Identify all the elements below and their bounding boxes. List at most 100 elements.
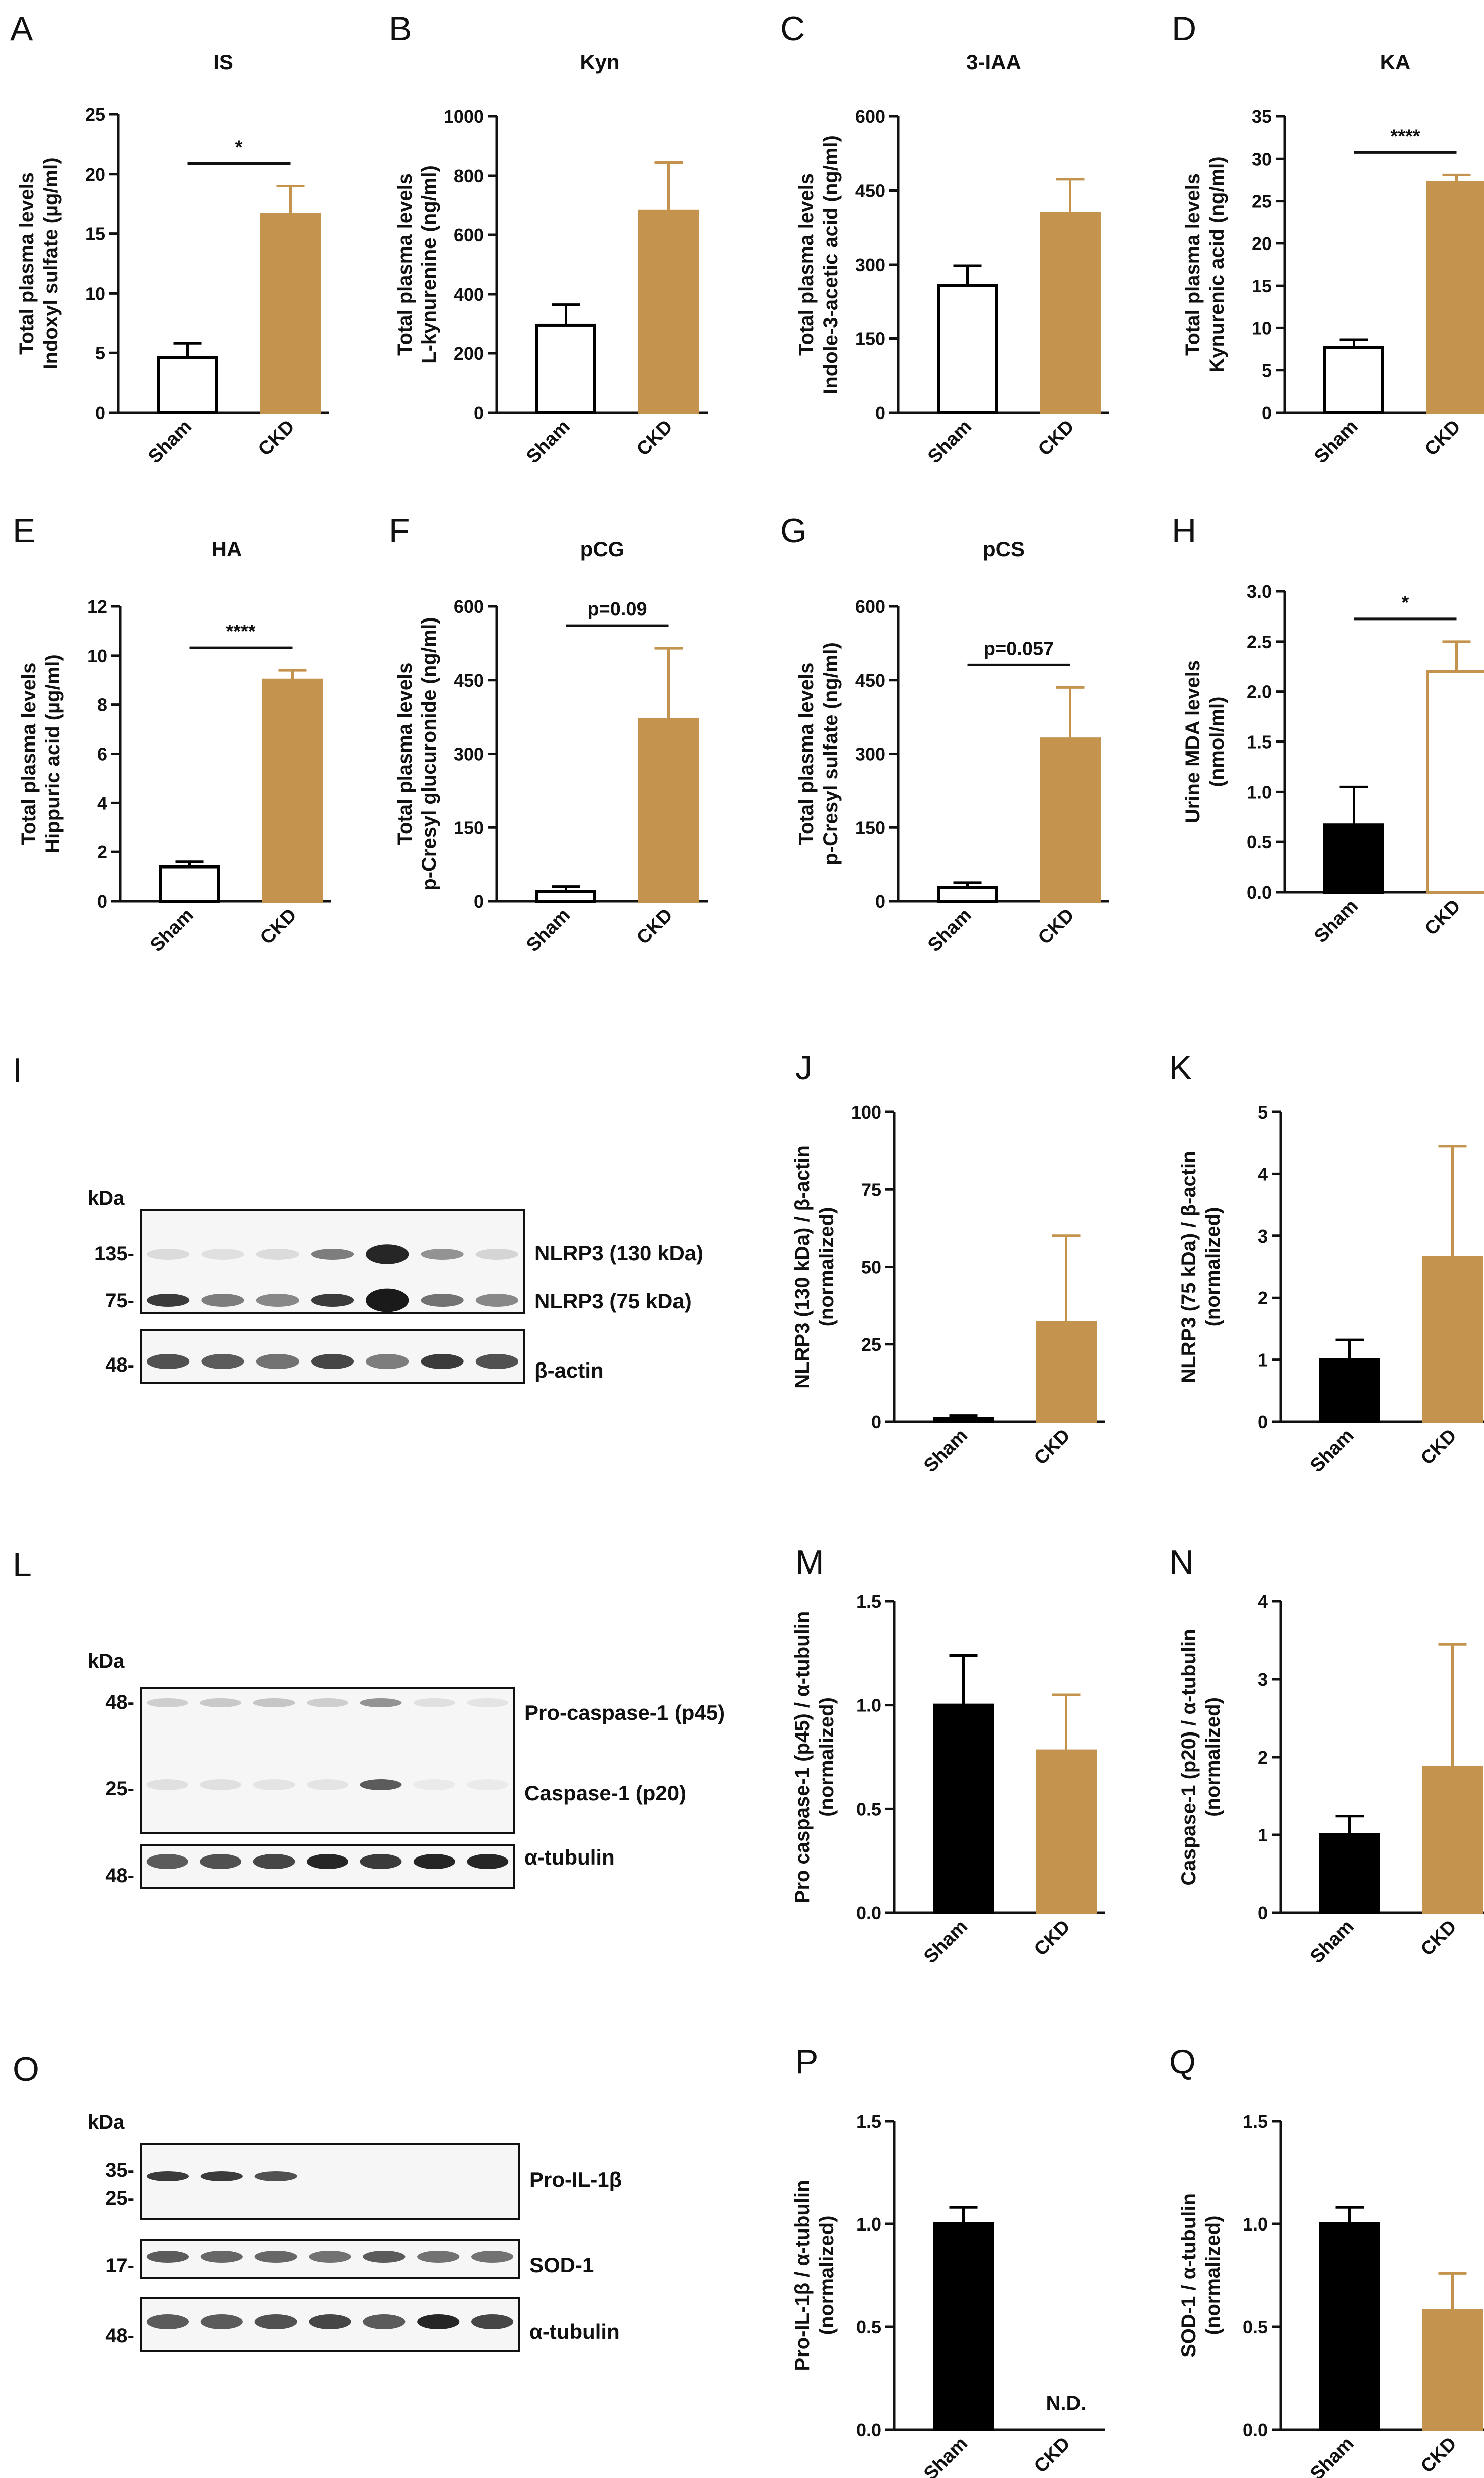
x-tick-label: Sham <box>920 1425 972 1477</box>
blot-band <box>254 2314 297 2329</box>
y-axis-label: Total plasma levels L-kynurenine (ng/ml) <box>394 165 440 364</box>
y-tick-label: 2 <box>97 842 107 862</box>
y-tick-label: 600 <box>454 596 484 617</box>
y-tick-label: 1.0 <box>1247 782 1272 802</box>
chart-title: IS <box>213 50 233 74</box>
y-tick-label: 0.0 <box>856 2420 881 2440</box>
x-tick-label: CKD <box>633 416 677 460</box>
blot-band <box>467 1779 509 1790</box>
blot-band <box>256 1294 299 1307</box>
blot-band <box>146 1779 188 1790</box>
blot-band <box>311 1354 354 1369</box>
blot-band <box>467 1854 509 1869</box>
x-tick-label: CKD <box>1417 1425 1461 1469</box>
blot-band <box>253 1779 295 1790</box>
blot-band <box>363 2314 406 2329</box>
blot-band <box>417 2314 460 2329</box>
blot-band <box>200 2251 243 2263</box>
y-tick-label: 2 <box>1258 1747 1268 1768</box>
bar-sham <box>1319 1833 1380 1914</box>
y-tick-label: 0 <box>1262 403 1272 423</box>
y-tick-label: 5 <box>1262 360 1272 381</box>
bar-sham <box>933 1703 994 1915</box>
y-tick-label: 600 <box>855 106 885 127</box>
bar-sham <box>933 2222 994 2431</box>
y-axis-label: SOD-1 / α-tubulin (normalized) <box>1178 2193 1224 2358</box>
chart-title: Kyn <box>580 50 619 74</box>
chart-title: pCS <box>983 537 1025 561</box>
blot-band <box>200 2314 243 2329</box>
y-tick-label: 4 <box>97 793 107 813</box>
chart-panel-b: B Kyn 0 200 400 600 800 1000 Total plasma levels… <box>389 10 708 468</box>
mw-marker: 25- <box>105 1778 134 1800</box>
y-tick-label: 0 <box>875 891 885 912</box>
chart-title: pCG <box>580 537 625 561</box>
y-axis-label: Total plasma levels Hippuric acid (µg/ml) <box>18 654 64 853</box>
chart-title: KA <box>1380 50 1411 74</box>
blot-band <box>200 1698 242 1707</box>
y-tick-label: 4 <box>1258 1164 1268 1184</box>
y-tick-label: 6 <box>97 744 107 765</box>
y-axis-label: Total plasma levels p-Cresyl glucuronide … <box>394 617 440 890</box>
y-tick-label: 450 <box>454 670 484 691</box>
y-tick-label: 8 <box>97 695 107 715</box>
y-tick-label: 20 <box>1252 233 1272 254</box>
blot-band <box>421 1354 464 1369</box>
bar-sham <box>1323 823 1384 894</box>
blot-band <box>475 1249 518 1260</box>
bar-ckd <box>1036 1749 1097 1915</box>
y-tick-label: 600 <box>454 225 484 245</box>
blot-band <box>360 1698 402 1707</box>
band-label: SOD-1 <box>529 2253 594 2277</box>
bar-sham <box>159 865 220 903</box>
blot-band <box>306 1779 349 1790</box>
blot-band <box>200 1779 242 1790</box>
panel-letter: B <box>389 10 412 48</box>
y-axis-label: Caspase-1 (p20) / α-tubulin (normalized) <box>1178 1629 1224 1885</box>
panel-letter: D <box>1172 10 1196 48</box>
blot-band <box>201 1354 244 1369</box>
y-tick-label: 1.0 <box>856 1695 881 1716</box>
y-tick-label: 600 <box>855 596 885 617</box>
y-tick-label: 50 <box>861 1257 881 1278</box>
blot-membrane <box>140 2143 520 2220</box>
y-tick-label: 450 <box>855 670 885 691</box>
bar-sham <box>1319 2222 1380 2431</box>
x-tick-label: Sham <box>1306 1916 1358 1968</box>
bar-ckd <box>638 209 699 414</box>
kda-label: kDa <box>88 2111 125 2133</box>
y-tick-label: 2.0 <box>1247 682 1272 702</box>
blot-band <box>147 1294 190 1307</box>
bar-sham <box>535 890 596 903</box>
blot-band <box>475 1294 518 1307</box>
y-tick-label: 150 <box>454 817 484 838</box>
blot-band <box>147 1249 190 1260</box>
blot-band <box>311 1249 354 1260</box>
x-tick-label: Sham <box>522 905 574 956</box>
y-tick-label: 0 <box>95 403 105 423</box>
y-tick-label: 400 <box>454 284 484 305</box>
bar-ckd <box>1422 1256 1483 1423</box>
y-tick-label: 0.0 <box>1243 2420 1268 2440</box>
y-tick-label: 30 <box>1252 149 1272 169</box>
y-tick-label: 5 <box>95 343 105 363</box>
y-tick-label: 12 <box>87 596 107 617</box>
x-tick-label: CKD <box>1030 1425 1074 1469</box>
y-tick-label: 5 <box>1258 1102 1268 1123</box>
blot-band <box>475 1354 518 1369</box>
y-tick-label: 2.5 <box>1247 632 1272 652</box>
y-tick-label: 0 <box>871 1412 881 1432</box>
bar-ckd <box>1422 2309 1483 2432</box>
blot-band <box>200 2171 243 2181</box>
significance-label: **** <box>1390 126 1420 147</box>
y-tick-label: 0 <box>875 403 885 423</box>
chart-panel-h: H 0.0 0.5 1.0 1.5 2.0 2.5 3.0 Urine MDA levels (n… <box>1172 512 1484 947</box>
x-tick-label: CKD <box>1417 2433 1461 2477</box>
band-label: Caspase-1 (p20) <box>524 1781 686 1805</box>
blot-band <box>254 2171 297 2181</box>
